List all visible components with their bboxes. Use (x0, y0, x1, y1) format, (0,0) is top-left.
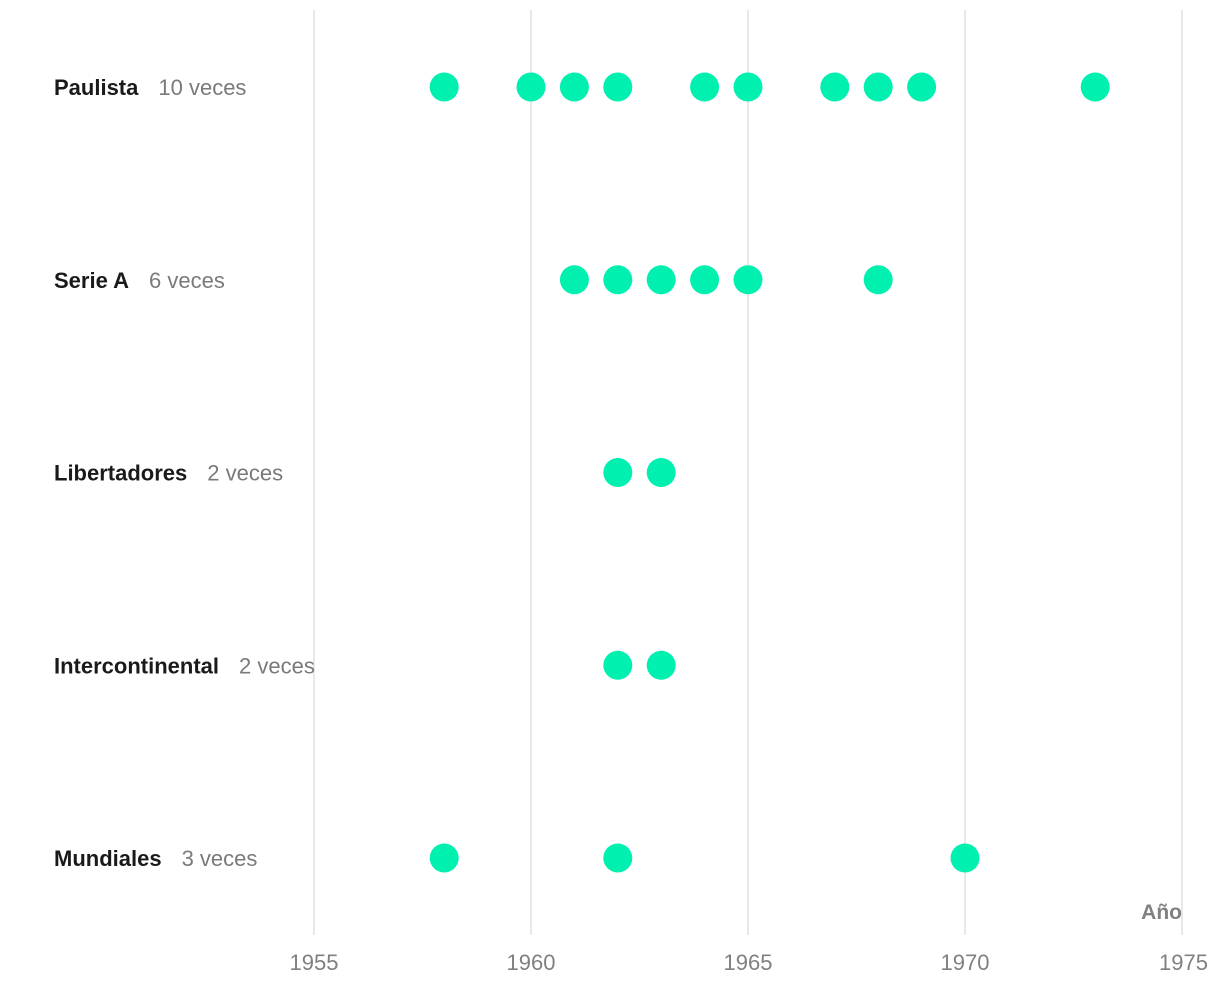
x-tick-label-1970: 1970 (941, 950, 990, 975)
data-point-1967 (820, 72, 850, 102)
data-point-1962 (603, 72, 633, 102)
data-point-1961 (559, 72, 589, 102)
row-label: Paulista (54, 75, 139, 100)
row-label: Intercontinental (54, 653, 219, 678)
category-rows: Paulista 10 veces Serie A 6 veces Libertador… (54, 72, 1110, 873)
data-point-1969 (907, 72, 937, 102)
x-axis-title: Año (1141, 901, 1182, 924)
data-point-1964 (690, 265, 720, 295)
row-count-label: 2 veces (207, 461, 283, 486)
data-point-1963 (646, 265, 676, 295)
row-intercontinental: Intercontinental 2 veces (54, 650, 676, 680)
row-count-label: 3 veces (182, 846, 258, 871)
row-libertadores: Libertadores 2 veces (54, 458, 676, 487)
data-point-1962 (603, 265, 633, 295)
data-point-1968 (863, 72, 893, 102)
x-axis-ticks: 1955 1960 1965 1970 1975 (290, 950, 1208, 975)
data-point-1962 (603, 843, 633, 873)
x-tick-label-1975: 1975 (1159, 950, 1208, 975)
data-point-1970 (950, 843, 980, 873)
row-mundiales: Mundiales 3 veces (54, 843, 980, 873)
x-tick-label-1955: 1955 (290, 950, 339, 975)
row-label: Libertadores (54, 461, 187, 486)
row-count-label: 2 veces (239, 653, 315, 678)
row-count-label: 10 veces (158, 75, 246, 100)
data-point-1968 (863, 265, 893, 295)
data-point-1960 (516, 72, 546, 102)
data-point-1961 (559, 265, 589, 295)
data-point-1963 (646, 650, 676, 680)
data-point-1964 (690, 72, 720, 102)
data-point-1965 (733, 265, 763, 295)
data-point-1965 (733, 72, 763, 102)
x-tick-label-1965: 1965 (724, 950, 773, 975)
row-paulista: Paulista 10 veces (54, 72, 1110, 102)
x-tick-label-1960: 1960 (507, 950, 556, 975)
data-point-1963 (646, 458, 676, 487)
grid-lines (313, 10, 1183, 935)
data-point-1958 (429, 72, 459, 102)
data-point-1973 (1080, 72, 1110, 102)
row-label: Mundiales (54, 846, 162, 871)
data-point-1962 (603, 650, 633, 680)
row-count-label: 6 veces (149, 268, 225, 293)
row-label: Serie A (54, 268, 129, 293)
data-point-1962 (603, 458, 633, 487)
data-point-1958 (429, 843, 459, 873)
row-serie-a: Serie A 6 veces (54, 265, 893, 295)
